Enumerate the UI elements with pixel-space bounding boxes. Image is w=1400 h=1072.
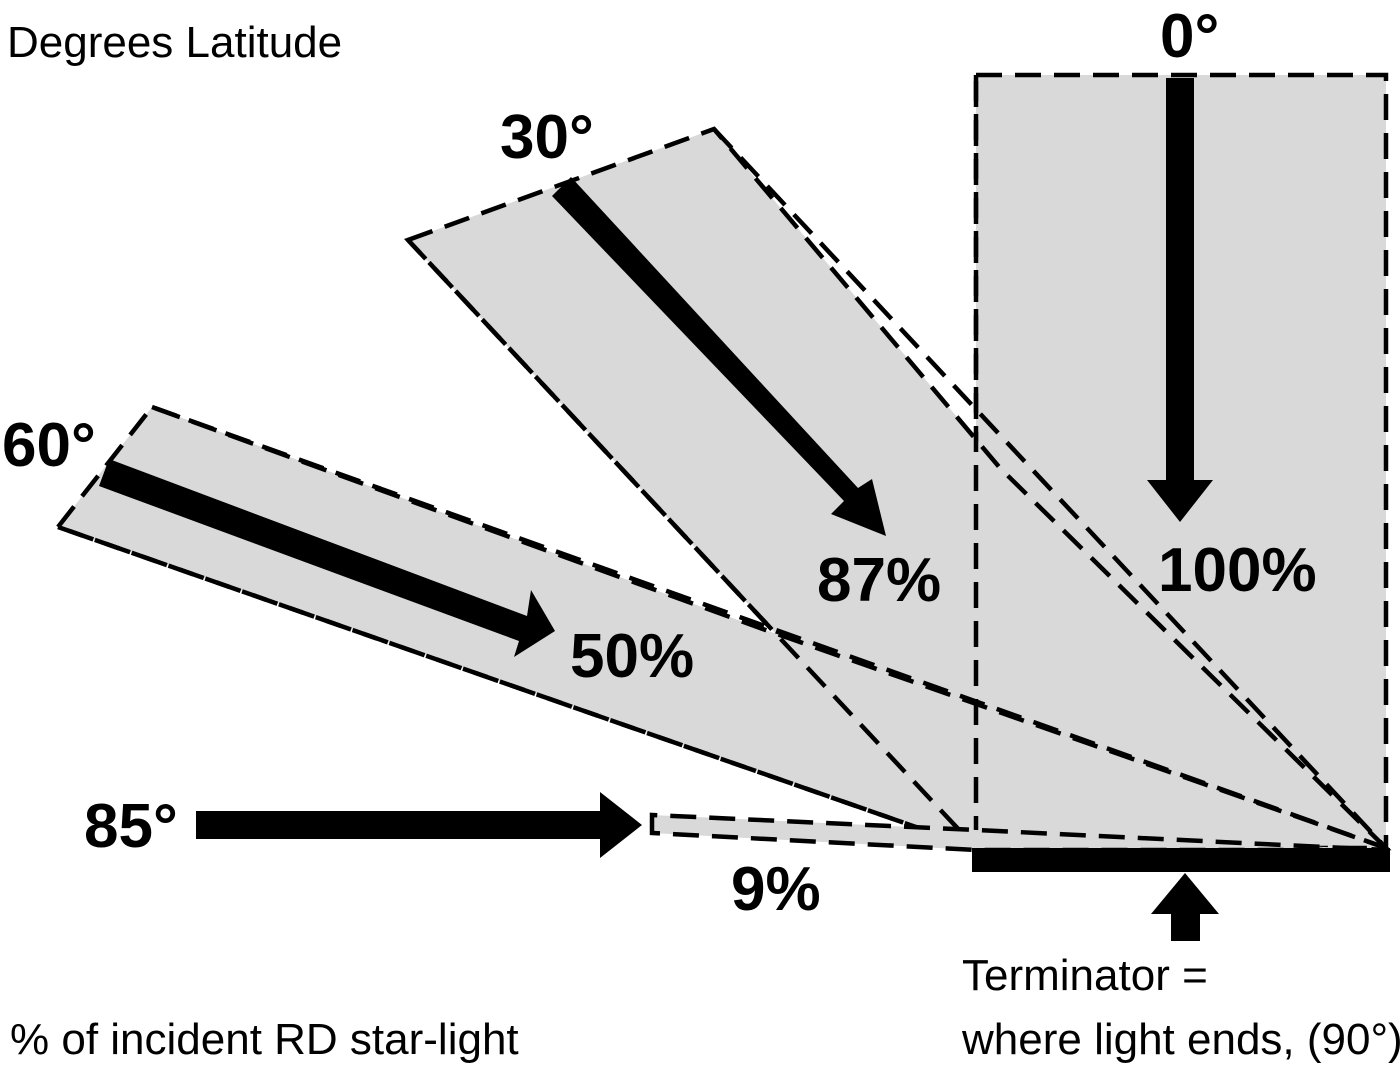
percent-label-9: 9%: [731, 855, 821, 924]
terminator-arrow-icon: [1151, 873, 1219, 941]
beam-60-top-edge: [151, 404, 1387, 851]
latitude-label-30: 30°: [500, 103, 594, 172]
beam-30-left-edge: [406, 238, 978, 850]
terminator-label-line2: where light ends, (90°): [961, 1015, 1400, 1064]
arrow-0-deg-icon: [1147, 78, 1213, 522]
beam-edges: [57, 75, 1388, 851]
percent-label-87: 87%: [817, 546, 941, 615]
surface-bar: [972, 848, 1390, 872]
percent-label-100: 100%: [1158, 536, 1317, 605]
percent-label-50: 50%: [570, 622, 694, 691]
latitude-label-0: 0°: [1160, 2, 1219, 71]
beam-30-right-edge: [712, 127, 1388, 850]
beam-30-band: [404, 126, 1392, 851]
arrows: [99, 78, 1219, 941]
beam-30-deg: [404, 126, 1392, 851]
terminator-label-line1: Terminator =: [962, 951, 1208, 1000]
latitude-label-60: 60°: [2, 411, 96, 480]
latitude-label-85: 85°: [84, 792, 178, 861]
arrow-85-deg-icon: [196, 792, 642, 858]
footer-label: % of incident RD star-light: [10, 1015, 519, 1064]
arrow-60-deg-icon: [99, 459, 555, 657]
beam-60-bottom-edge: [57, 524, 977, 851]
header-label: Degrees Latitude: [7, 18, 342, 67]
arrow-30-deg-icon: [552, 177, 886, 536]
